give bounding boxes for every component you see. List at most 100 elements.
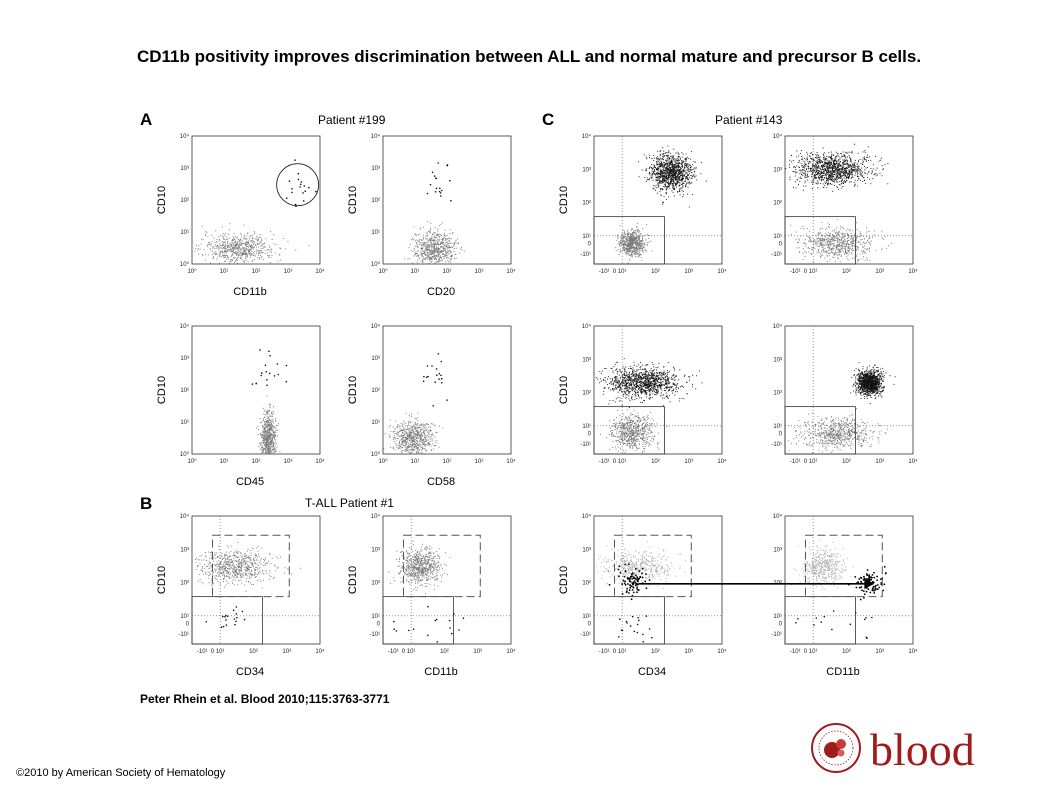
event-dot (641, 169, 643, 171)
event-dot (616, 234, 619, 236)
event-dot (419, 242, 421, 244)
event-dot (677, 164, 679, 166)
event-dot (824, 160, 826, 162)
event-dot (426, 444, 429, 446)
event-dot (409, 243, 411, 245)
event-dot (266, 424, 268, 426)
event-dot (682, 153, 684, 155)
event-dot (669, 163, 671, 165)
event-dot (239, 254, 241, 256)
event-dot (264, 414, 266, 416)
event-dot (424, 254, 426, 256)
event-dot (445, 237, 447, 240)
event-dot (691, 177, 693, 179)
event-dot (408, 434, 410, 436)
event-dot (685, 178, 687, 180)
event-dot (678, 178, 680, 180)
event-dot (664, 169, 666, 171)
event-dot (676, 180, 678, 182)
event-dot (437, 255, 439, 257)
event-dot (811, 181, 813, 183)
event-dot (410, 239, 412, 241)
event-dot (236, 262, 239, 264)
event-dot (394, 449, 396, 451)
event-dot (423, 375, 425, 378)
event-dot (418, 258, 420, 260)
event-dot (844, 160, 846, 162)
event-dot (250, 254, 252, 256)
event-dot (638, 240, 641, 242)
event-dot (678, 188, 681, 190)
event-dot (454, 241, 456, 243)
event-dot (234, 242, 236, 244)
event-dot (240, 249, 242, 251)
event-dot (631, 235, 633, 237)
event-dot (867, 146, 869, 148)
event-dot (224, 239, 226, 241)
event-dot (421, 439, 423, 441)
event-dot (406, 434, 408, 436)
event-dot (445, 242, 448, 244)
event-dot (260, 248, 262, 250)
event-dot (221, 250, 224, 252)
event-dot (420, 245, 422, 247)
event-dot (392, 439, 395, 441)
x-tick-label: 10⁰ (187, 268, 197, 275)
event-dot (388, 434, 391, 436)
event-dot (439, 187, 441, 190)
event-dot (443, 247, 445, 249)
event-dot (812, 159, 815, 161)
event-dot (627, 262, 629, 264)
event-dot (262, 429, 264, 431)
event-dot (651, 167, 654, 169)
event-dot (447, 251, 449, 253)
event-dot (643, 241, 645, 244)
event-dot (429, 426, 432, 428)
event-dot (460, 247, 462, 249)
event-dot (232, 247, 234, 249)
event-dot (414, 439, 416, 441)
event-dot (249, 243, 251, 245)
event-dot (850, 168, 852, 170)
event-dot (263, 410, 265, 412)
event-dot (429, 256, 431, 258)
event-dot (857, 170, 859, 172)
event-dot (876, 174, 879, 176)
event-dot (643, 154, 645, 156)
event-dot (436, 250, 438, 252)
event-dot (202, 254, 204, 257)
event-dot (259, 349, 261, 351)
event-dot (275, 244, 277, 246)
event-dot (279, 247, 282, 249)
event-dot (844, 158, 846, 160)
event-dot (409, 446, 411, 449)
event-dot (680, 165, 683, 167)
event-dot (255, 249, 257, 251)
event-dot (253, 240, 255, 242)
event-dot (410, 438, 412, 440)
event-dot (422, 234, 424, 236)
event-dot (693, 167, 695, 169)
event-dot (428, 444, 430, 446)
event-dot (671, 156, 674, 159)
x-tick-label: -10¹ (599, 269, 610, 275)
event-dot (285, 197, 288, 199)
event-dot (682, 186, 684, 188)
event-dot (630, 242, 632, 244)
x-tick-label: 10⁴ (717, 268, 727, 275)
event-dot (419, 449, 421, 451)
event-dot (670, 176, 672, 178)
event-dot (658, 159, 661, 161)
event-dot (419, 228, 421, 230)
event-dot (831, 183, 833, 186)
event-dot (450, 250, 452, 252)
event-dot (251, 251, 253, 253)
event-dot (646, 250, 648, 252)
x-tick-label: 10² (651, 269, 660, 275)
event-dot (439, 236, 441, 238)
event-dot (201, 238, 203, 240)
event-dot (648, 241, 650, 243)
event-dot (660, 163, 662, 165)
event-dot (229, 260, 231, 262)
event-dot (405, 446, 407, 448)
